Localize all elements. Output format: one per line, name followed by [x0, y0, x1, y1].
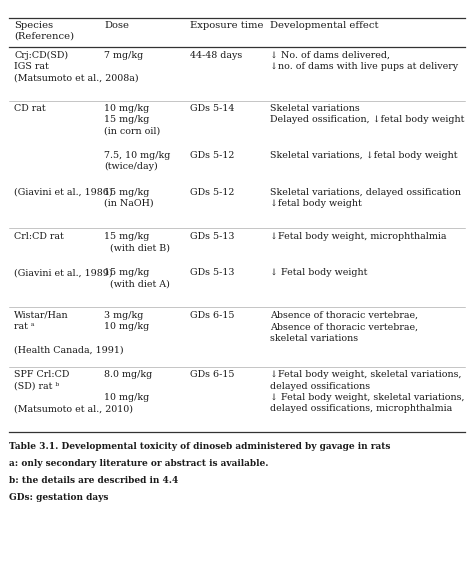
Text: ↓ No. of dams delivered,
↓no. of dams with live pups at delivery: ↓ No. of dams delivered, ↓no. of dams wi… [270, 51, 458, 71]
Text: 10 mg/kg
15 mg/kg
(in corn oil): 10 mg/kg 15 mg/kg (in corn oil) [104, 104, 161, 136]
Text: 8.0 mg/kg

10 mg/kg: 8.0 mg/kg 10 mg/kg [104, 370, 153, 402]
Text: GDs 5-13: GDs 5-13 [190, 232, 234, 241]
Text: b: the details are described in 4.4: b: the details are described in 4.4 [9, 476, 179, 485]
Text: GDs 6-15: GDs 6-15 [190, 311, 234, 320]
Text: Skeletal variations, delayed ossification
↓fetal body weight: Skeletal variations, delayed ossificatio… [270, 188, 461, 208]
Text: Table 3.1. Developmental toxicity of dinoseb administered by gavage in rats: Table 3.1. Developmental toxicity of din… [9, 442, 391, 451]
Text: Crj:CD(SD)
IGS rat
(Matsumoto et al., 2008a): Crj:CD(SD) IGS rat (Matsumoto et al., 20… [14, 51, 139, 83]
Text: ↓Fetal body weight, microphthalmia: ↓Fetal body weight, microphthalmia [270, 232, 447, 241]
Text: Dose: Dose [104, 21, 129, 30]
Text: SPF Crl:CD
(SD) rat ᵇ

(Matsumoto et al., 2010): SPF Crl:CD (SD) rat ᵇ (Matsumoto et al.,… [14, 370, 133, 414]
Text: GDs 5-14: GDs 5-14 [190, 104, 234, 113]
Text: GDs: gestation days: GDs: gestation days [9, 493, 109, 502]
Text: GDs 5-12: GDs 5-12 [190, 188, 234, 197]
Text: Wistar/Han
rat ᵃ

(Health Canada, 1991): Wistar/Han rat ᵃ (Health Canada, 1991) [14, 311, 124, 354]
Text: Crl:CD rat: Crl:CD rat [14, 232, 64, 241]
Text: Developmental effect: Developmental effect [270, 21, 379, 30]
Text: Skeletal variations
Delayed ossification, ↓fetal body weight: Skeletal variations Delayed ossification… [270, 104, 465, 124]
Text: 15 mg/kg
(in NaOH): 15 mg/kg (in NaOH) [104, 188, 154, 208]
Text: Skeletal variations, ↓fetal body weight: Skeletal variations, ↓fetal body weight [270, 151, 458, 160]
Text: Absence of thoracic vertebrae,
Absence of thoracic vertebrae,
skeletal variation: Absence of thoracic vertebrae, Absence o… [270, 311, 418, 342]
Text: a: only secondary literature or abstract is available.: a: only secondary literature or abstract… [9, 459, 269, 468]
Text: (Giavini et al., 1989): (Giavini et al., 1989) [14, 268, 113, 277]
Text: 15 mg/kg
  (with diet B): 15 mg/kg (with diet B) [104, 232, 170, 252]
Text: ↓ Fetal body weight: ↓ Fetal body weight [270, 268, 367, 277]
Text: Species
(Reference): Species (Reference) [14, 21, 74, 41]
Text: GDs 5-13: GDs 5-13 [190, 268, 234, 277]
Text: 15 mg/kg
  (with diet A): 15 mg/kg (with diet A) [104, 268, 170, 289]
Text: ↓Fetal body weight, skeletal variations,
delayed ossifications
↓ Fetal body weig: ↓Fetal body weight, skeletal variations,… [270, 370, 465, 414]
Text: 7 mg/kg: 7 mg/kg [104, 51, 144, 60]
Text: Exposure time: Exposure time [190, 21, 263, 30]
Text: 7.5, 10 mg/kg
(twice/day): 7.5, 10 mg/kg (twice/day) [104, 151, 171, 171]
Text: GDs 5-12: GDs 5-12 [190, 151, 234, 160]
Text: (Giavini et al., 1986): (Giavini et al., 1986) [14, 188, 113, 197]
Text: 44-48 days: 44-48 days [190, 51, 242, 60]
Text: CD rat: CD rat [14, 104, 46, 113]
Text: GDs 6-15: GDs 6-15 [190, 370, 234, 379]
Text: 3 mg/kg
10 mg/kg: 3 mg/kg 10 mg/kg [104, 311, 149, 331]
